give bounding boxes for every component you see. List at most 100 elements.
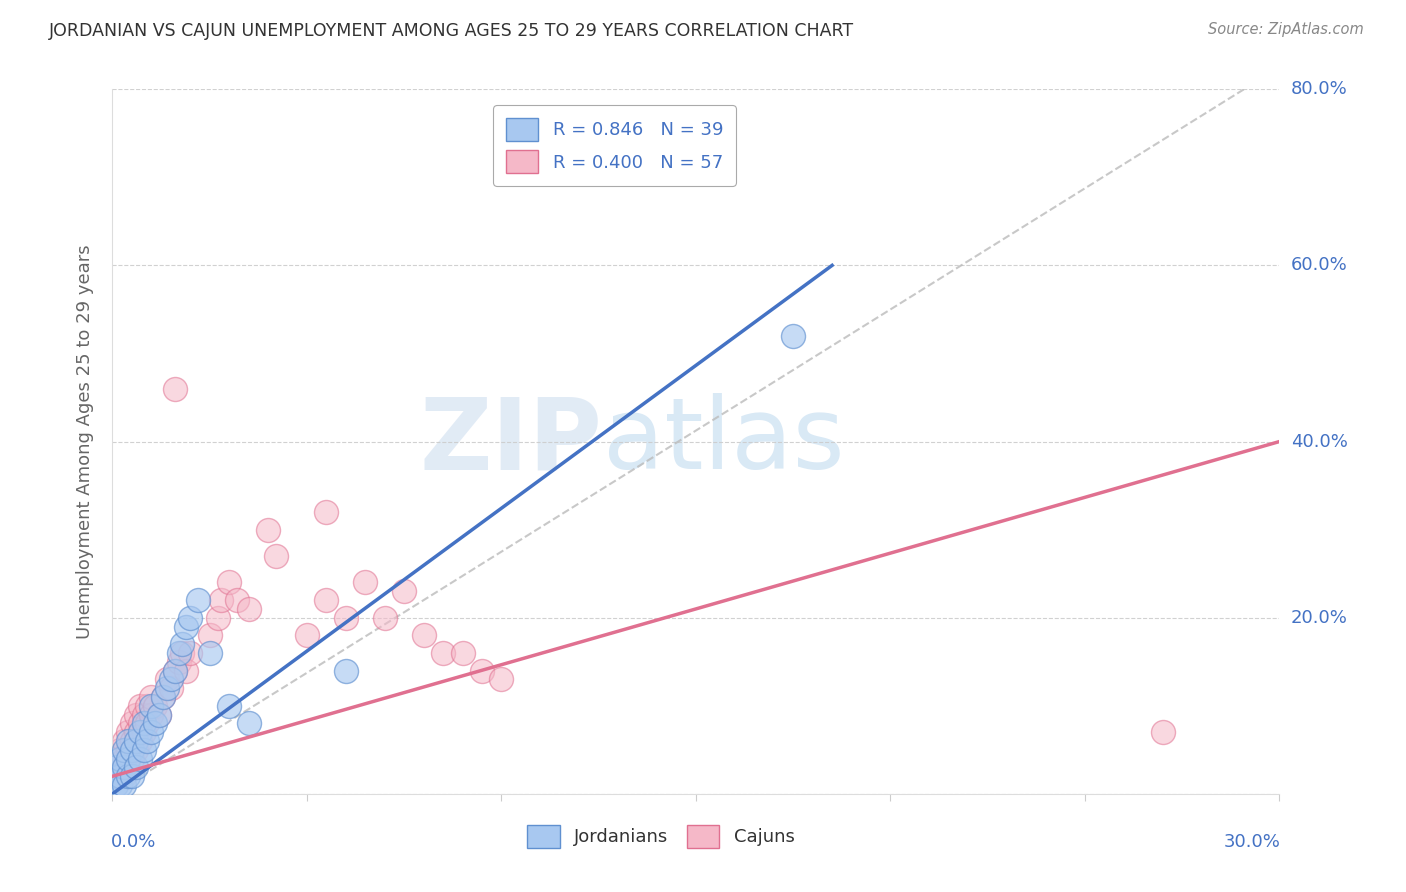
Point [315,593,337,607]
Point [110,743,132,757]
Point [128,725,150,739]
Point [218,575,240,590]
Point [141,690,163,704]
Point [105,760,128,774]
Text: JORDANIAN VS CAJUN UNEMPLOYMENT AMONG AGES 25 TO 29 YEARS CORRELATION CHART: JORDANIAN VS CAJUN UNEMPLOYMENT AMONG AG… [49,22,855,40]
Point [117,760,139,774]
Point [238,716,260,731]
Text: atlas: atlas [603,393,844,490]
Point [198,646,221,660]
Point [226,593,249,607]
Point [112,743,135,757]
Point [112,734,135,748]
Point [143,716,166,731]
Point [125,707,148,722]
Point [295,628,318,642]
Text: 20.0%: 20.0% [1291,608,1347,627]
Point [125,743,148,757]
Text: 60.0%: 60.0% [1291,256,1347,275]
Point [125,734,148,748]
Point [187,593,209,607]
Point [121,751,143,765]
Point [136,734,159,748]
Point [335,664,357,678]
Point [132,707,155,722]
Text: 30.0%: 30.0% [1223,832,1281,851]
Point [110,769,132,783]
Point [163,664,186,678]
Point [152,690,174,704]
Point [117,769,139,783]
Point [156,681,179,696]
Legend: Jordanians, Cajuns: Jordanians, Cajuns [520,818,801,855]
Point [148,707,170,722]
Point [160,673,183,687]
Point [132,725,155,739]
Point [117,743,139,757]
Point [132,716,155,731]
Point [141,707,163,722]
Text: Source: ZipAtlas.com: Source: ZipAtlas.com [1208,22,1364,37]
Point [163,664,186,678]
Point [141,698,163,713]
Point [112,751,135,765]
Point [152,690,174,704]
Point [451,646,474,660]
Point [782,328,804,343]
Point [167,646,190,660]
Point [394,584,416,599]
Point [105,778,128,792]
Point [238,602,260,616]
Point [160,681,183,696]
Point [172,646,194,660]
Point [148,707,170,722]
Text: ZIP: ZIP [420,393,603,490]
Point [128,734,150,748]
Point [374,610,396,624]
Point [125,760,148,774]
Point [105,769,128,783]
Point [264,549,287,563]
Point [156,673,179,687]
Point [432,646,454,660]
Point [112,778,135,792]
Text: 40.0%: 40.0% [1291,433,1347,450]
Point [207,610,229,624]
Point [354,575,377,590]
Point [141,725,163,739]
Point [163,382,186,396]
Point [136,698,159,713]
Point [125,725,148,739]
Point [105,751,128,765]
Point [128,716,150,731]
Text: 0.0%: 0.0% [111,832,156,851]
Point [128,698,150,713]
Point [179,646,201,660]
Point [121,734,143,748]
Point [198,628,221,642]
Point [121,769,143,783]
Point [167,655,190,669]
Point [117,751,139,765]
Point [315,505,337,519]
Point [179,610,201,624]
Point [209,593,232,607]
Point [176,619,198,633]
Y-axis label: Unemployment Among Ages 25 to 29 years: Unemployment Among Ages 25 to 29 years [76,244,94,639]
Point [132,743,155,757]
Point [105,769,128,783]
Point [143,698,166,713]
Point [136,716,159,731]
Point [491,673,513,687]
Point [112,760,135,774]
Point [121,743,143,757]
Point [172,637,194,651]
Text: 80.0%: 80.0% [1291,80,1347,98]
Point [471,664,494,678]
Point [117,725,139,739]
Point [110,760,132,774]
Point [335,610,357,624]
Point [128,751,150,765]
Point [110,751,132,765]
Point [110,778,132,792]
